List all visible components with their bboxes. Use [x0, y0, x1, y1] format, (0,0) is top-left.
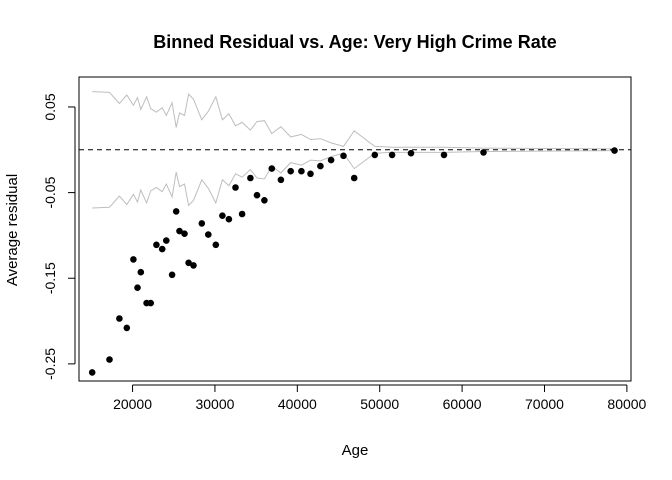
- data-point: [611, 147, 618, 154]
- data-point: [350, 174, 358, 182]
- data-point: [172, 208, 180, 215]
- data-point: [181, 230, 188, 237]
- data-point: [261, 197, 268, 204]
- data-point: [247, 174, 254, 182]
- data-point: [134, 284, 141, 292]
- data-point: [253, 191, 261, 199]
- data-point: [219, 212, 226, 219]
- x-tick-label: 40000: [278, 396, 317, 412]
- y-tick-label: -0.25: [42, 348, 58, 380]
- y-tick-label: -0.15: [42, 262, 58, 294]
- data-point: [268, 165, 276, 172]
- data-point: [190, 262, 197, 269]
- data-point: [238, 210, 246, 218]
- data-point: [176, 227, 183, 235]
- data-point: [407, 149, 415, 157]
- x-tick-label: 80000: [607, 396, 646, 412]
- data-point: [277, 176, 285, 184]
- data-point: [232, 184, 239, 191]
- data-point: [88, 369, 96, 376]
- data-point: [340, 152, 347, 160]
- data-point: [298, 167, 305, 175]
- data-point: [106, 356, 113, 363]
- data-point: [158, 245, 166, 253]
- data-point: [168, 271, 176, 279]
- residual-points: [88, 147, 618, 376]
- data-point: [480, 149, 487, 156]
- x-axis: 20000 30000 40000 50000 60000 70000 80000: [113, 384, 647, 412]
- data-point: [153, 241, 160, 249]
- data-point: [388, 151, 396, 159]
- x-tick-label: 30000: [195, 396, 234, 412]
- data-point: [163, 237, 170, 244]
- x-tick-label: 60000: [443, 396, 482, 412]
- data-point: [327, 156, 335, 164]
- data-point: [198, 220, 206, 227]
- chart-title: Binned Residual vs. Age: Very High Crime…: [153, 32, 556, 52]
- x-tick-label: 70000: [525, 396, 564, 412]
- x-axis-label: Age: [342, 442, 369, 459]
- data-point: [147, 299, 154, 307]
- band-upper-line: [92, 91, 615, 150]
- data-point: [130, 256, 137, 263]
- data-point: [307, 170, 314, 178]
- x-tick-label: 20000: [113, 396, 152, 412]
- data-point: [317, 162, 324, 170]
- y-tick-label: -0.05: [42, 176, 58, 208]
- data-point: [116, 315, 123, 322]
- plot-frame: [78, 76, 632, 382]
- data-point: [123, 324, 131, 332]
- data-point: [440, 151, 448, 159]
- y-tick-label: 0.05: [42, 93, 58, 120]
- y-axis-label: Average residual: [4, 174, 21, 286]
- data-point: [212, 241, 220, 249]
- data-point: [225, 215, 233, 223]
- data-point: [371, 151, 379, 159]
- data-point: [287, 167, 295, 175]
- y-axis: 0.05 -0.05 -0.15 -0.25: [42, 93, 76, 380]
- data-point: [137, 268, 145, 276]
- data-point: [205, 231, 212, 238]
- data-point: [185, 259, 192, 267]
- x-tick-label: 50000: [360, 396, 399, 412]
